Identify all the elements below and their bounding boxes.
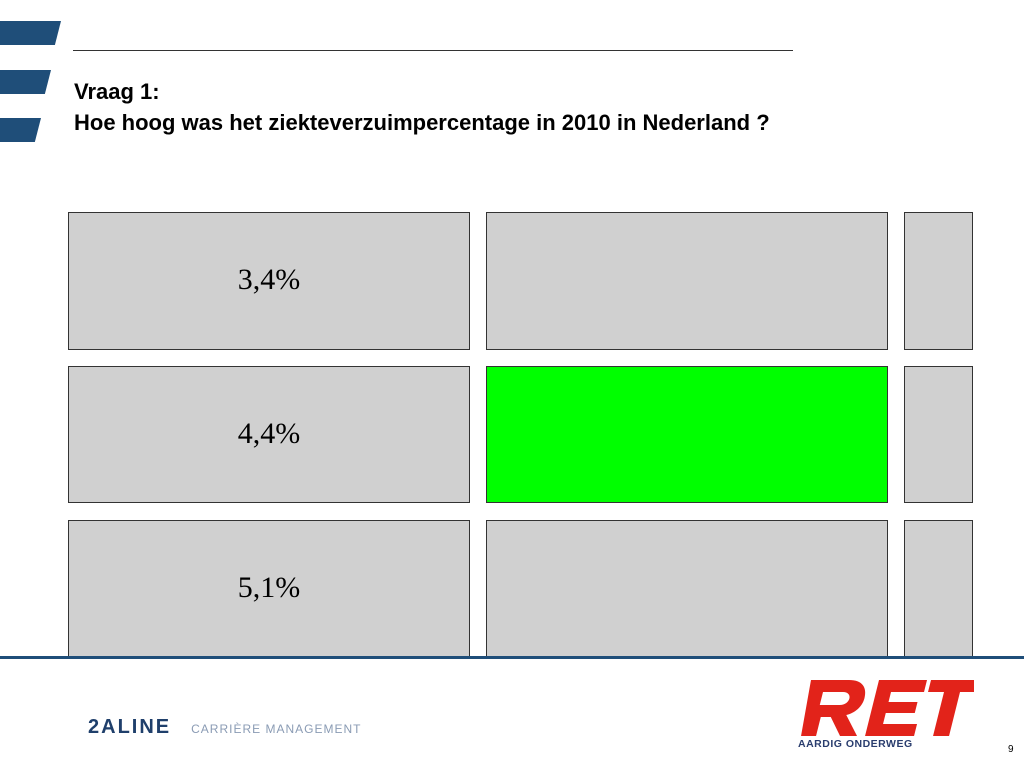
2aline-tagline: CARRIÈRE MANAGEMENT <box>191 722 362 736</box>
title-divider <box>73 50 793 51</box>
question-text: Hoe hoog was het ziekteverzuimpercentage… <box>74 110 770 135</box>
2aline-logo-text: 2ALINE <box>88 716 172 738</box>
decorative-stripe-top <box>0 21 61 45</box>
ret-slogan: AARDIG ONDERWEG <box>798 738 913 750</box>
answer-option-3[interactable]: 5,1% <box>68 520 470 657</box>
answer-indicator-3 <box>486 520 888 657</box>
footer-divider <box>0 656 1024 659</box>
page-number: 9 <box>1008 744 1014 755</box>
answer-label: 4,4% <box>237 416 301 450</box>
answer-option-1[interactable]: 3,4% <box>68 212 470 350</box>
answer-score-cell-2 <box>904 366 973 503</box>
answer-score-cell-1 <box>904 212 973 350</box>
answer-score-cell-3 <box>904 520 973 657</box>
decorative-stripe-middle <box>0 70 51 94</box>
question-number: Vraag 1: <box>74 79 160 104</box>
ret-logo <box>801 680 974 736</box>
2aline-logo: 2ALINE CARRIÈRE MANAGEMENT <box>88 716 361 739</box>
answer-indicator-1 <box>486 212 888 350</box>
answer-label: 5,1% <box>237 570 301 604</box>
answer-indicator-2-correct <box>486 366 888 503</box>
decorative-stripe-bottom <box>0 118 41 142</box>
slide-title: Vraag 1: Hoe hoog was het ziekteverzuimp… <box>74 76 770 138</box>
answer-label: 3,4% <box>237 263 301 296</box>
answer-option-2[interactable]: 4,4% <box>68 366 470 503</box>
